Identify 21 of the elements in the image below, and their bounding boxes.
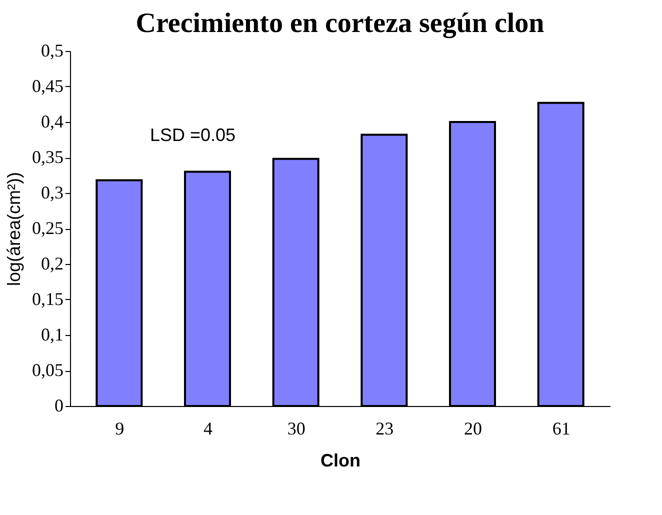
y-tick-label: 0,5 [41,40,64,60]
y-tick-label: 0,05 [32,360,64,380]
y-tick-label: 0,2 [41,254,64,274]
x-tick-label: 23 [376,418,394,438]
x-tick-label: 61 [552,418,570,438]
x-tick-label: 4 [204,418,212,438]
y-tick-label: 0,15 [32,289,64,309]
y-tick-label: 0,35 [32,147,64,167]
y-tick-label: 0,25 [32,218,64,238]
x-tick-label: 9 [115,418,124,438]
chart-title: Crecimiento en corteza según clon [136,8,545,39]
y-tick-label: 0,1 [41,324,64,344]
annotation: LSD =0.05 [150,125,236,145]
y-tick-label: 0,45 [32,76,64,96]
x-tick-label: 20 [464,418,482,438]
y-axis-title: log(área(cm²)) [4,172,24,286]
y-tick-label: 0 [54,396,64,416]
y-tick-label: 0,4 [41,112,64,132]
y-tick-label: 0,3 [41,182,64,202]
x-axis-title: Clon [320,450,360,470]
x-tick-label: 30 [287,418,306,438]
